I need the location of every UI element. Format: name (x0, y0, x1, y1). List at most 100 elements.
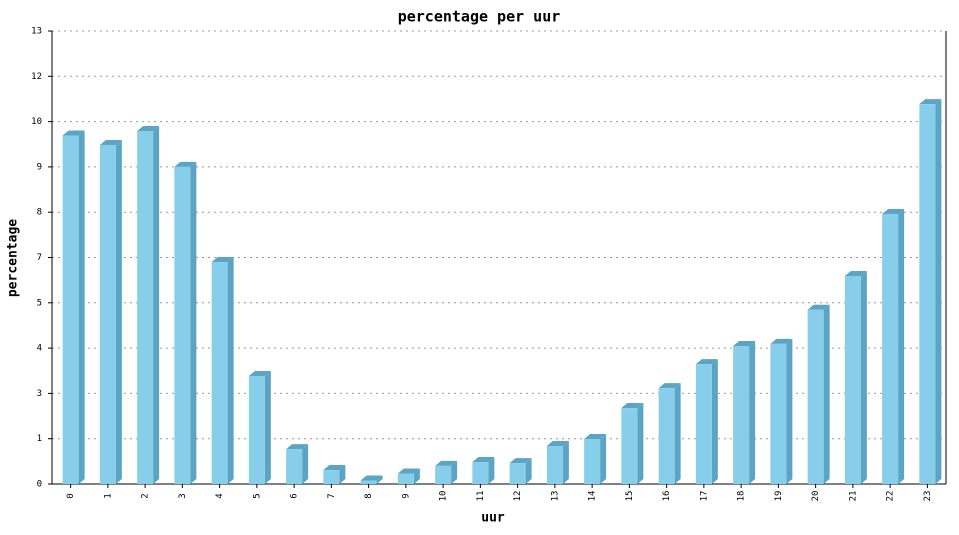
bar (397, 473, 414, 484)
bar-side (898, 208, 905, 484)
bar-top (397, 468, 420, 474)
bar (248, 375, 265, 484)
bar (472, 462, 489, 484)
x-tick-label: 23 (923, 491, 933, 502)
bar (509, 463, 526, 484)
bar-side (860, 270, 867, 484)
bar-side (153, 126, 160, 485)
bar-top (248, 370, 271, 376)
bar (286, 449, 303, 484)
bar-top (99, 139, 122, 145)
x-tick-label: 21 (848, 491, 858, 502)
bar-side (413, 468, 420, 484)
bar (137, 131, 154, 484)
bar-top (174, 161, 197, 167)
bar-side (115, 139, 122, 484)
bar-side (711, 359, 718, 484)
x-tick-label: 0 (66, 493, 76, 498)
y-tick-label: 4 (37, 344, 42, 354)
bar-side (823, 304, 830, 484)
bar-side (674, 383, 681, 484)
bar (733, 346, 750, 484)
bar (62, 135, 79, 485)
bar-top (286, 444, 309, 450)
bar-top (733, 341, 756, 347)
x-tick-label: 19 (774, 491, 784, 502)
bar (695, 364, 712, 484)
bar-side (227, 257, 234, 484)
bar-side (451, 460, 458, 484)
y-tick-label: 7 (37, 253, 42, 263)
y-tick-label: 1 (37, 434, 42, 444)
bar-side (78, 130, 85, 485)
x-tick-label: 7 (327, 493, 337, 498)
bar-top (472, 457, 495, 463)
x-tick-label: 16 (662, 491, 672, 502)
bar (99, 144, 116, 484)
x-tick-label: 22 (886, 491, 896, 502)
x-tick-label: 3 (178, 493, 188, 498)
x-tick-label: 15 (625, 491, 635, 502)
bar-top (844, 270, 867, 276)
bar-side (935, 99, 942, 484)
bar-side (264, 370, 271, 484)
bar-top (509, 458, 532, 464)
x-tick-label: 14 (588, 491, 598, 502)
bar-top (546, 441, 569, 447)
x-tick-label: 2 (141, 493, 151, 498)
bar-top (658, 383, 681, 389)
bar-top (584, 434, 607, 440)
bar-top (919, 99, 942, 105)
bar-side (190, 161, 197, 484)
bar-top (360, 475, 383, 481)
bar-top (62, 130, 85, 136)
x-tick-label: 10 (439, 491, 449, 502)
x-tick-label: 18 (737, 491, 747, 502)
bar-top (137, 126, 160, 132)
bar (584, 439, 601, 484)
x-tick-label: 11 (476, 491, 486, 502)
y-tick-label: 5 (37, 298, 42, 308)
bar (770, 343, 787, 484)
x-tick-label: 20 (811, 491, 821, 502)
bar-side (376, 475, 383, 484)
bar (546, 446, 563, 484)
bar-top (695, 359, 718, 365)
x-tick-label: 5 (252, 493, 262, 498)
y-axis-label: percentage (6, 219, 21, 297)
bar (844, 275, 861, 484)
bar-top (211, 257, 234, 263)
bar-side (786, 338, 793, 484)
y-tick-label: 3 (37, 389, 42, 399)
bar-side (637, 403, 644, 484)
bar (323, 470, 340, 484)
y-tick-label: 12 (31, 72, 42, 82)
bar-top (323, 465, 346, 471)
bar-top (882, 208, 905, 214)
bar-top (807, 304, 830, 310)
bar (658, 388, 675, 484)
bar-side (562, 441, 569, 484)
bar-top (770, 338, 793, 344)
chart-title: percentage per uur (398, 8, 561, 26)
x-tick-label: 13 (550, 491, 560, 502)
bar-side (302, 444, 309, 484)
bar (621, 408, 638, 484)
bar (882, 213, 899, 484)
bar-top (621, 403, 644, 409)
bar (360, 480, 377, 484)
bar-top (435, 460, 458, 466)
bar-side (339, 465, 346, 484)
x-tick-label: 6 (290, 493, 300, 498)
x-tick-label: 4 (215, 493, 225, 498)
bar-side (600, 434, 607, 484)
y-tick-label: 10 (31, 117, 42, 127)
bar (807, 309, 824, 484)
bar (435, 465, 452, 484)
bar (174, 166, 191, 484)
x-tick-label: 1 (103, 493, 113, 498)
x-tick-label: 12 (513, 491, 523, 502)
bar-side (749, 341, 756, 484)
